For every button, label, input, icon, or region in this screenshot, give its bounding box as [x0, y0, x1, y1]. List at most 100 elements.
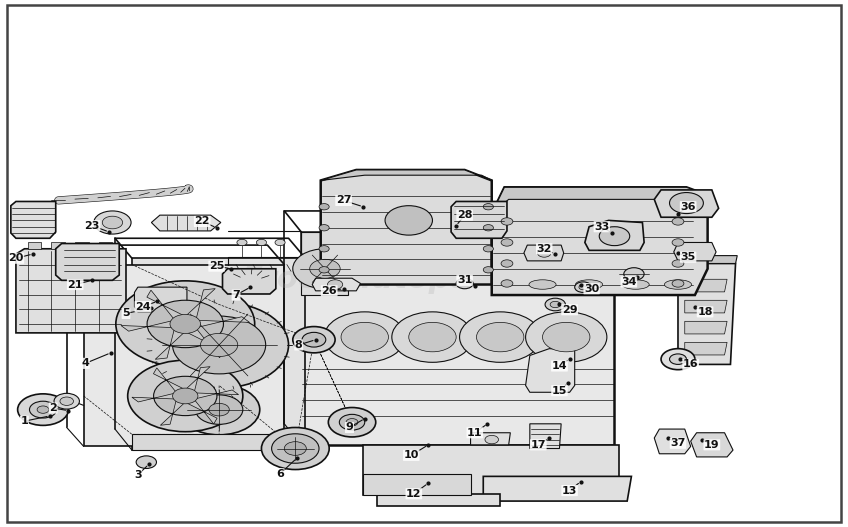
Polygon shape	[99, 242, 113, 249]
Circle shape	[538, 249, 551, 257]
Text: 21: 21	[68, 279, 83, 289]
Circle shape	[170, 315, 200, 334]
Polygon shape	[196, 317, 249, 328]
Circle shape	[672, 280, 683, 287]
Text: 7: 7	[232, 290, 240, 300]
Text: 15: 15	[552, 386, 567, 396]
Circle shape	[600, 227, 630, 246]
Text: 27: 27	[336, 196, 351, 206]
Circle shape	[483, 246, 494, 252]
Text: 13: 13	[562, 485, 577, 495]
Circle shape	[501, 218, 513, 225]
Circle shape	[672, 239, 683, 246]
Circle shape	[543, 323, 590, 352]
Text: 4: 4	[81, 358, 89, 368]
Circle shape	[310, 259, 340, 278]
Text: 18: 18	[697, 307, 713, 317]
Text: 2: 2	[49, 403, 57, 413]
Circle shape	[319, 246, 329, 252]
Text: 23: 23	[85, 221, 100, 231]
Circle shape	[550, 301, 561, 308]
Circle shape	[575, 282, 592, 292]
Circle shape	[483, 203, 494, 210]
Circle shape	[209, 403, 229, 416]
Circle shape	[293, 249, 357, 289]
Circle shape	[501, 239, 513, 246]
Polygon shape	[52, 242, 65, 249]
Polygon shape	[321, 170, 492, 285]
Circle shape	[200, 334, 237, 357]
Text: 31: 31	[457, 275, 472, 285]
Polygon shape	[155, 328, 185, 359]
Circle shape	[409, 323, 456, 352]
Text: 26: 26	[321, 286, 337, 296]
Circle shape	[293, 327, 335, 353]
Text: 19: 19	[704, 440, 720, 450]
Circle shape	[672, 260, 683, 267]
Circle shape	[319, 203, 329, 210]
Polygon shape	[674, 242, 716, 261]
Ellipse shape	[576, 280, 603, 289]
Polygon shape	[301, 232, 348, 295]
Polygon shape	[321, 170, 492, 180]
Text: 25: 25	[209, 261, 224, 271]
Polygon shape	[186, 399, 217, 424]
Circle shape	[271, 434, 319, 463]
Polygon shape	[690, 433, 733, 457]
Text: 24: 24	[135, 301, 151, 311]
Polygon shape	[492, 187, 707, 213]
Polygon shape	[152, 215, 220, 231]
Ellipse shape	[529, 280, 556, 289]
Text: 36: 36	[680, 202, 696, 212]
Polygon shape	[530, 424, 561, 448]
Polygon shape	[160, 399, 185, 425]
Polygon shape	[222, 269, 276, 294]
Circle shape	[392, 312, 473, 363]
Ellipse shape	[665, 280, 691, 289]
Circle shape	[328, 407, 376, 437]
Text: 33: 33	[594, 222, 610, 232]
Circle shape	[483, 267, 494, 273]
Text: 32: 32	[537, 244, 552, 254]
Text: 35: 35	[680, 252, 695, 262]
Polygon shape	[471, 433, 510, 445]
Polygon shape	[363, 474, 471, 495]
Text: 37: 37	[670, 438, 686, 448]
Circle shape	[661, 349, 695, 369]
Circle shape	[153, 376, 217, 416]
Polygon shape	[684, 321, 727, 334]
Circle shape	[18, 394, 69, 425]
Polygon shape	[11, 201, 56, 238]
Text: 3: 3	[134, 470, 142, 480]
Circle shape	[460, 312, 541, 363]
Text: 1: 1	[20, 416, 28, 426]
Polygon shape	[312, 278, 360, 291]
Circle shape	[327, 280, 343, 289]
Circle shape	[30, 401, 57, 418]
Text: 16: 16	[683, 359, 699, 369]
Circle shape	[275, 239, 285, 246]
Circle shape	[501, 260, 513, 267]
Text: 17: 17	[531, 440, 546, 450]
Polygon shape	[363, 445, 619, 495]
Circle shape	[624, 268, 644, 280]
Circle shape	[173, 388, 198, 404]
Polygon shape	[684, 279, 727, 292]
Polygon shape	[678, 256, 737, 264]
Polygon shape	[153, 368, 185, 393]
Polygon shape	[492, 187, 707, 295]
Circle shape	[385, 206, 432, 235]
Polygon shape	[135, 287, 187, 312]
Text: Eroomautopa: Eroomautopa	[241, 265, 471, 294]
Circle shape	[672, 218, 683, 225]
Text: 6: 6	[276, 469, 284, 479]
Circle shape	[526, 312, 607, 363]
Polygon shape	[524, 245, 564, 261]
Circle shape	[147, 300, 223, 348]
Circle shape	[54, 393, 80, 409]
Circle shape	[483, 225, 494, 231]
Text: 20: 20	[8, 253, 24, 264]
Circle shape	[103, 216, 123, 229]
Circle shape	[178, 384, 259, 435]
Circle shape	[670, 192, 703, 213]
